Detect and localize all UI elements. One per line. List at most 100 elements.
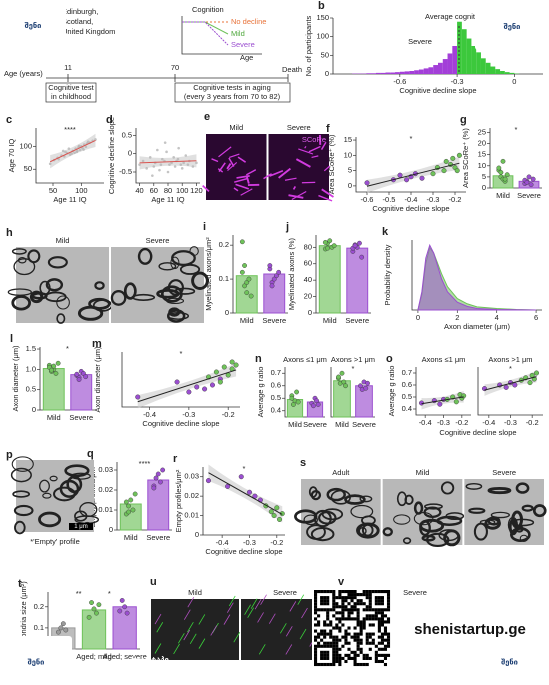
- texture: [158, 262, 177, 271]
- y-tick-label: 15: [478, 150, 486, 159]
- qr-module: [335, 659, 339, 664]
- histogram-bar: [399, 71, 405, 74]
- texture: [479, 519, 496, 525]
- qr-module: [326, 662, 330, 667]
- qr-module: [380, 638, 384, 642]
- qr-module: [314, 635, 318, 639]
- qr-module: [323, 650, 327, 654]
- qr-module: [341, 617, 345, 621]
- qr-module: [350, 605, 354, 609]
- x-tick-label: 60: [150, 186, 158, 195]
- histogram-bar: [509, 72, 515, 74]
- y-axis-label: Axon diameter (μm): [11, 345, 20, 412]
- data-point: [119, 598, 125, 603]
- brand: სტარტაპი: [131, 655, 169, 664]
- qr-module: [335, 656, 339, 660]
- x-tick-label: -0.2: [455, 418, 468, 427]
- image-label: Severe: [403, 588, 427, 597]
- qr-module: [359, 593, 363, 597]
- qr-module: [368, 602, 372, 606]
- qr-module: [332, 608, 336, 612]
- qr-module: [386, 644, 391, 648]
- qr-module: [365, 635, 369, 639]
- histogram-bar: [366, 73, 372, 74]
- annotation: *: [66, 344, 69, 353]
- x-tick-label: 120: [190, 186, 203, 195]
- data-point: [49, 367, 54, 373]
- x-tick-label: -0.4: [405, 195, 418, 204]
- texture: [233, 187, 239, 192]
- texture: [247, 607, 255, 618]
- x-tick-label: Severe: [146, 533, 170, 542]
- data-point: [244, 280, 250, 285]
- qr-module: [323, 599, 327, 603]
- qr-module: [317, 644, 321, 648]
- legend-entry: Severe: [231, 40, 255, 49]
- qr-module: [338, 617, 342, 621]
- texture: [284, 177, 297, 181]
- texture: [210, 625, 218, 636]
- qr-module: [362, 653, 366, 657]
- qr-module: [368, 617, 372, 621]
- x-tick-label: -0.3: [243, 538, 256, 547]
- data-point: [248, 293, 254, 299]
- texture: [382, 527, 393, 537]
- y-tick-label: 0: [195, 530, 199, 539]
- texture: [295, 158, 311, 168]
- qr-module: [386, 632, 391, 636]
- x-tick-label: Severe: [345, 316, 369, 325]
- image-label: Severe: [273, 588, 297, 597]
- qr-module: [335, 605, 339, 609]
- data-point: [527, 380, 533, 386]
- y-tick-label: 1.5: [26, 344, 36, 353]
- x-tick-label: Aged; severe: [103, 652, 147, 661]
- qr-module: [338, 647, 342, 651]
- histogram-bar: [428, 67, 434, 74]
- data-point: [213, 369, 219, 375]
- y-tick-label: 0.02: [184, 491, 199, 500]
- qr-module: [356, 620, 360, 624]
- data-point: [239, 239, 245, 245]
- qr-module: [341, 596, 345, 600]
- data-point: [186, 163, 190, 166]
- qr-module: [377, 653, 381, 657]
- data-point: [295, 399, 301, 405]
- data-point: [158, 479, 163, 485]
- annotation: *: [509, 364, 512, 373]
- qr-module: [380, 635, 384, 639]
- qr-module: [317, 608, 321, 612]
- qr-module: [365, 593, 369, 597]
- data-point: [86, 614, 92, 620]
- texture: [211, 158, 219, 163]
- texture: [413, 501, 424, 515]
- texture: [285, 644, 293, 655]
- data-point: [238, 474, 244, 480]
- x-tick-label: 4: [495, 313, 499, 322]
- qr-module: [347, 641, 351, 645]
- data-point: [83, 374, 89, 380]
- x-tick-label: -0.2: [270, 538, 283, 547]
- texture: [301, 607, 308, 619]
- histogram-bar: [490, 66, 496, 74]
- charts: b No. of participants Cognitive decline sl…: [6, 0, 547, 661]
- qr-module: [362, 617, 366, 621]
- qr-module: [341, 614, 345, 618]
- diagram-axes: [181, 16, 262, 55]
- x-axis-label: Cognitive decline slope: [372, 204, 449, 213]
- data-point: [55, 360, 61, 366]
- data-point: [141, 159, 145, 163]
- subplot-title: Axons >1 μm: [331, 355, 375, 364]
- x-axis-label: Cognitive decline slope: [399, 86, 476, 95]
- texture: [235, 183, 249, 190]
- bar: [318, 245, 341, 314]
- histogram-bar: [476, 52, 481, 74]
- y-tick-label: 20: [304, 292, 312, 301]
- stain-label: SCoRe: [302, 135, 326, 144]
- panel-label: k: [382, 226, 389, 238]
- y-tick-label: 100: [19, 141, 32, 150]
- texture: [350, 504, 374, 519]
- data-point: [221, 364, 227, 370]
- texture: [311, 155, 319, 159]
- texture: [154, 643, 162, 654]
- qr-module: [353, 602, 357, 606]
